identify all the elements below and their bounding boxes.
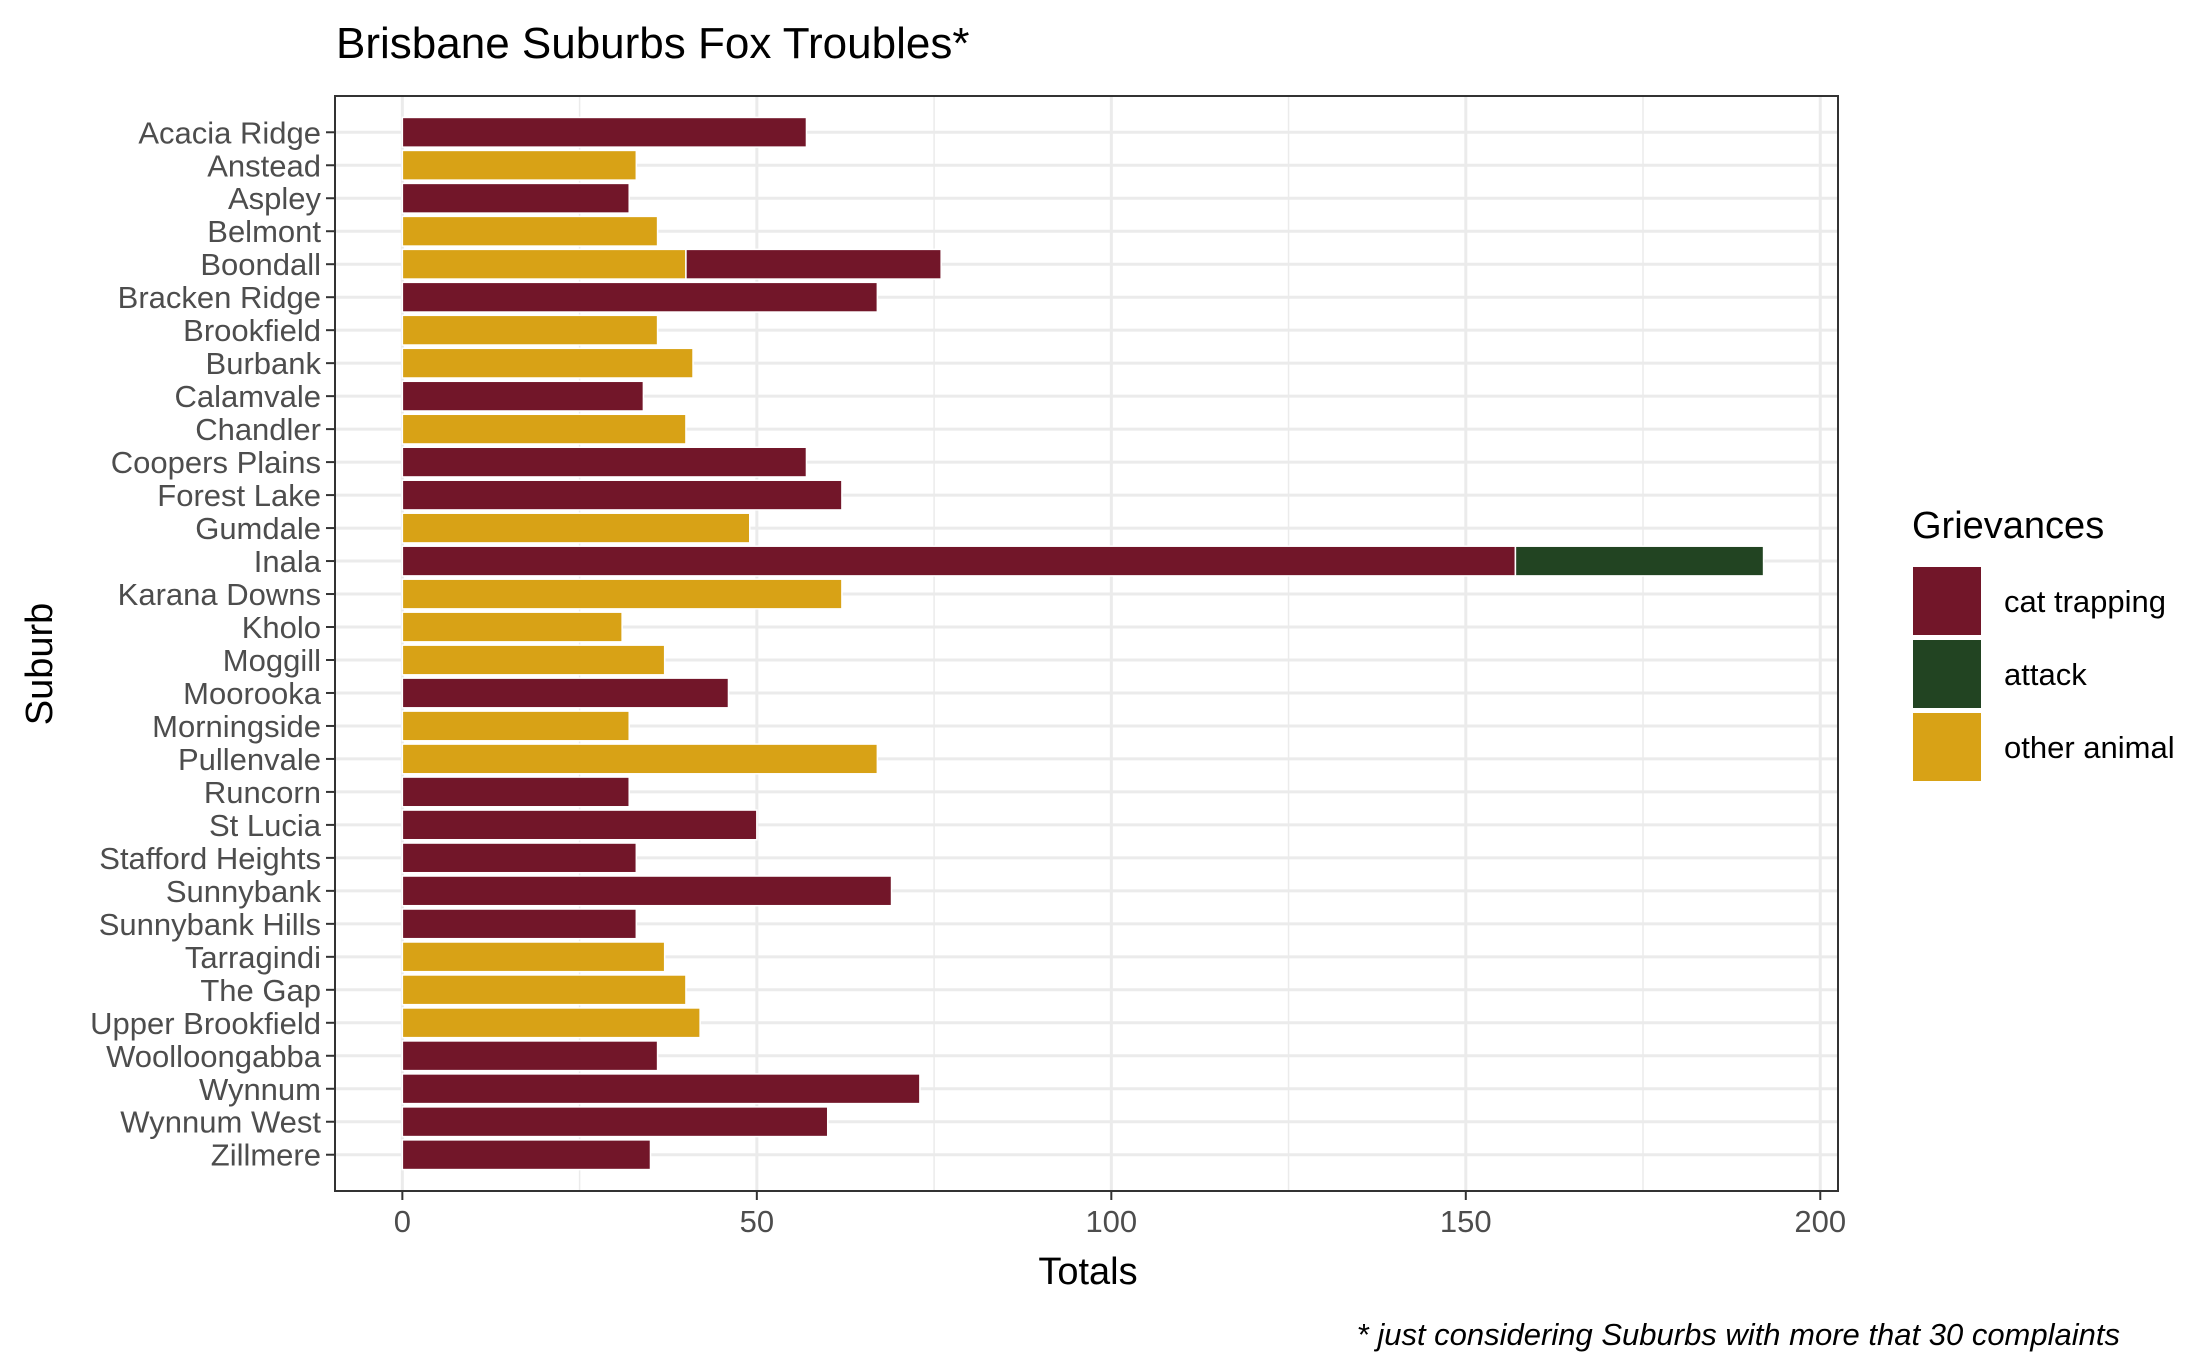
bar-stafford-heights-cat-trapping: [401, 842, 638, 874]
y-tick-label: Boondall: [200, 247, 321, 282]
bar-forest-lake-cat-trapping: [401, 479, 843, 511]
bar-belmont-other-animal: [401, 215, 659, 247]
plot-panel: [334, 95, 1839, 1192]
legend: Grievances cat trapping attack other animal: [1912, 505, 2175, 781]
x-tick-label: 200: [1794, 1204, 1846, 1239]
y-axis: Acacia RidgeAnsteadAspleyBelmontBoondall…: [90, 115, 335, 1173]
panel-border: [334, 95, 1839, 1192]
bar-morningside-other-animal: [401, 710, 630, 742]
y-tick-label: Acacia Ridge: [138, 115, 321, 150]
x-tick-label: 150: [1440, 1204, 1492, 1239]
y-tick-label: Karana Downs: [118, 577, 321, 612]
y-tick-label: Calamvale: [175, 379, 321, 414]
bar-the-gap-other-animal: [401, 974, 687, 1006]
bar-pullenvale-other-animal: [401, 743, 879, 775]
y-tick-label: Morningside: [152, 709, 321, 744]
bar-brookfield-other-animal: [401, 314, 659, 346]
bar-calamvale-cat-trapping: [401, 380, 645, 412]
chart-title: Brisbane Suburbs Fox Troubles*: [336, 19, 969, 68]
y-tick-label: The Gap: [200, 973, 321, 1008]
bar-inala-attack: [1514, 545, 1765, 577]
y-tick-label: Upper Brookfield: [90, 1006, 321, 1041]
bar-gumdale-other-animal: [401, 512, 751, 544]
bar-acacia-ridge-cat-trapping: [401, 116, 808, 148]
y-tick-label: Stafford Heights: [99, 841, 321, 876]
x-tick-label: 0: [394, 1204, 411, 1239]
bar-runcorn-cat-trapping: [401, 776, 630, 808]
y-tick-label: Pullenvale: [178, 742, 321, 777]
bar-moggill-other-animal: [401, 644, 666, 676]
x-axis: 0 50 100 150 200: [394, 1191, 1846, 1239]
bar-sunnybank-cat-trapping: [401, 875, 893, 907]
bar-st-lucia-cat-trapping: [401, 809, 758, 841]
bar-boondall-other-animal: [401, 248, 687, 280]
bar-kholo-other-animal: [401, 611, 623, 643]
y-tick-label: Burbank: [206, 346, 322, 381]
y-tick-label: Bracken Ridge: [118, 280, 321, 315]
y-tick-label: Zillmere: [211, 1138, 321, 1173]
legend-key-other-animal: [1913, 713, 1981, 781]
y-tick-label: Sunnybank Hills: [99, 907, 321, 942]
y-tick-label: Sunnybank: [166, 874, 322, 909]
y-tick-label: Anstead: [207, 148, 321, 183]
bar-boondall-cat-trapping: [685, 248, 942, 280]
y-tick-label: Forest Lake: [157, 478, 321, 513]
y-tick-label: Tarragindi: [185, 940, 321, 975]
y-tick-label: Runcorn: [204, 775, 321, 810]
bar-moorooka-cat-trapping: [401, 677, 730, 709]
x-tick-label: 50: [740, 1204, 774, 1239]
bar-wynnum-cat-trapping: [401, 1073, 921, 1105]
bar-tarragindi-other-animal: [401, 941, 666, 973]
bar-burbank-other-animal: [401, 347, 694, 379]
bar-bracken-ridge-cat-trapping: [401, 281, 879, 313]
y-axis-title: Suburb: [19, 603, 61, 726]
bar-woolloongabba-cat-trapping: [401, 1040, 659, 1072]
y-tick-label: St Lucia: [209, 808, 322, 843]
y-tick-label: Wynnum West: [120, 1105, 321, 1140]
y-tick-label: Aspley: [228, 181, 322, 216]
y-tick-label: Moggill: [223, 643, 321, 678]
y-tick-label: Wynnum: [199, 1072, 321, 1107]
bar-upper-brookfield-other-animal: [401, 1007, 701, 1039]
bar-chandler-other-animal: [401, 413, 687, 445]
legend-title: Grievances: [1912, 505, 2104, 547]
legend-label: attack: [2004, 657, 2087, 692]
y-tick-label: Woolloongabba: [106, 1039, 322, 1074]
chart-caption: * just considering Suburbs with more tha…: [1357, 1317, 2120, 1352]
bar-sunnybank-hills-cat-trapping: [401, 908, 638, 940]
y-tick-label: Belmont: [207, 214, 321, 249]
y-tick-label: Gumdale: [195, 511, 321, 546]
bar-wynnum-west-cat-trapping: [401, 1106, 829, 1138]
y-tick-label: Brookfield: [183, 313, 321, 348]
legend-label: other animal: [2004, 730, 2175, 765]
y-tick-label: Kholo: [242, 610, 321, 645]
legend-label: cat trapping: [2004, 584, 2166, 619]
bar-anstead-other-animal: [401, 149, 638, 181]
legend-key-attack: [1913, 640, 1981, 708]
y-tick-label: Moorooka: [183, 676, 322, 711]
y-tick-label: Chandler: [195, 412, 321, 447]
bar-coopers-plains-cat-trapping: [401, 446, 808, 478]
x-axis-title: Totals: [1038, 1251, 1137, 1293]
bar-zillmere-cat-trapping: [401, 1139, 652, 1171]
bar-karana-downs-other-animal: [401, 578, 843, 610]
legend-key-cat-trapping: [1913, 567, 1981, 635]
y-tick-label: Coopers Plains: [111, 445, 321, 480]
bar-aspley-cat-trapping: [401, 182, 630, 214]
bar-inala-cat-trapping: [401, 545, 1517, 577]
y-tick-label: Inala: [254, 544, 322, 579]
x-tick-label: 100: [1085, 1204, 1137, 1239]
